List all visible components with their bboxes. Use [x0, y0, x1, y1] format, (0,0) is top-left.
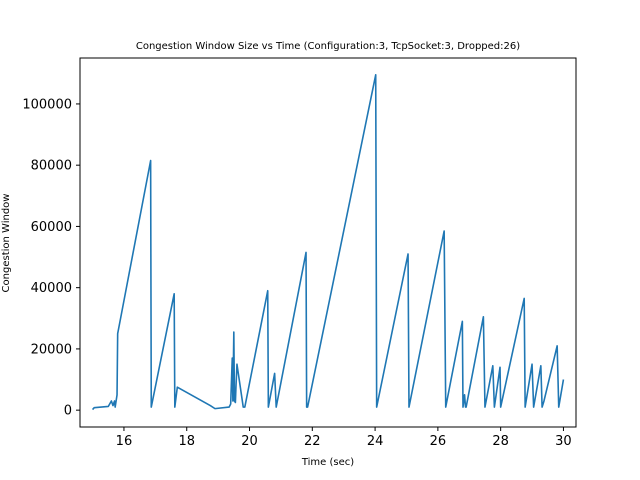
y-tick-label: 40000	[31, 281, 72, 296]
y-tick-label: 20000	[31, 342, 72, 357]
y-tick-label: 100000	[22, 97, 72, 112]
x-tick-label: 30	[555, 434, 572, 449]
chart-title: Congestion Window Size vs Time (Configur…	[136, 41, 520, 52]
y-axis-ticks: 0 20000 40000 60000 80000 100000	[22, 97, 80, 419]
x-tick-label: 28	[492, 434, 509, 449]
y-tick-label: 60000	[31, 220, 72, 235]
x-tick-label: 22	[304, 434, 321, 449]
x-tick-label: 16	[116, 434, 133, 449]
y-tick-label: 0	[64, 404, 72, 419]
x-tick-label: 20	[241, 434, 258, 449]
x-tick-label: 26	[430, 434, 447, 449]
y-tick-label: 80000	[31, 159, 72, 174]
x-axis-ticks: 16 18 20 22 24 26 28 30	[116, 427, 572, 449]
x-axis-title: Time (sec)	[301, 457, 354, 468]
x-tick-label: 18	[178, 434, 195, 449]
y-axis-title: Congestion Window	[1, 194, 12, 293]
series-line-0	[91, 74, 565, 411]
plot-area	[91, 74, 565, 411]
axes-frame	[79, 57, 577, 428]
x-tick-label: 24	[367, 434, 384, 449]
